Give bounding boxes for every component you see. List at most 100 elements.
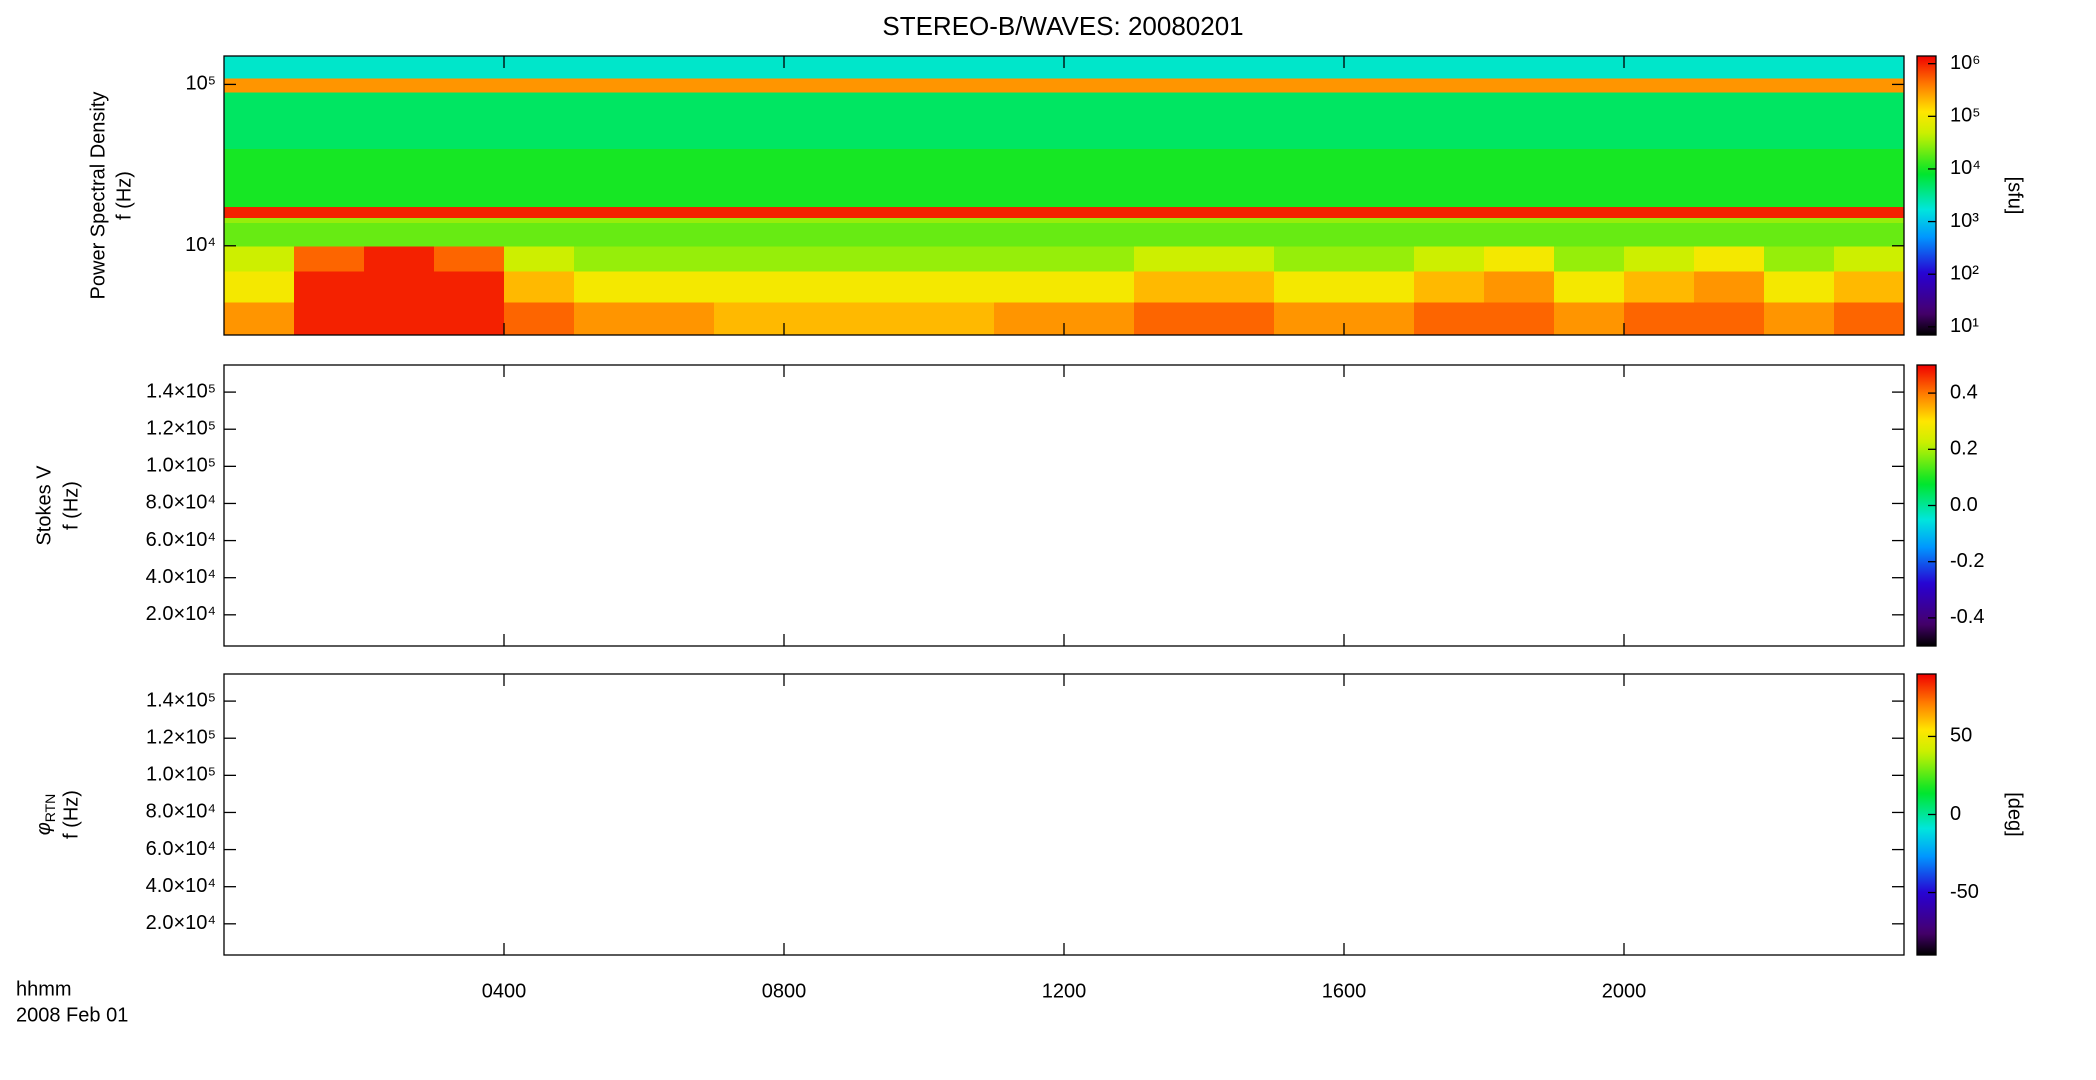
heatmap-cell [224,301,295,336]
heatmap-cell [504,77,575,93]
heatmap-cell [294,217,365,223]
heatmap-cell [1134,222,1205,247]
heatmap-cell [924,148,995,208]
heatmap-cell [364,56,435,79]
heatmap-cell [854,148,925,208]
heatmap-cell [1834,245,1905,272]
heatmap-cell [1414,77,1485,93]
heatmap-cell [714,270,785,303]
heatmap-cell [994,270,1065,303]
heatmap-cell [994,56,1065,79]
heatmap-cell [434,91,505,150]
heatmap-cell [1344,301,1415,336]
date-label: 2008 Feb 01 [16,1004,128,1026]
heatmap-cell [224,217,295,223]
heatmap-cell [784,270,855,303]
heatmap-cell [1344,222,1415,247]
symbol: φ [33,822,55,835]
heatmap-cell [294,206,365,218]
heatmap-cell [224,77,295,93]
heatmap-cell [1624,222,1695,247]
heatmap-cell [644,270,715,303]
heatmap-cell [1064,222,1135,247]
heatmap-cell [644,56,715,79]
heatmap-cell [644,222,715,247]
heatmap-cell [924,56,995,79]
colorbar-tick-label: 0.2 [1950,438,1978,460]
heatmap-cell [434,56,505,79]
heatmap-cell [574,56,645,79]
heatmap-cell [784,217,855,223]
heatmap-cell [1344,91,1415,150]
y-tick-label: 2.0×10⁴ [146,603,216,625]
heatmap-cell [1134,91,1205,150]
heatmap-cell [784,245,855,272]
subscript: RTN [42,794,58,823]
heatmap-cell [1834,270,1905,303]
heatmap-cell [504,301,575,336]
heatmap-cell [644,77,715,93]
heatmap-cell [1134,206,1205,218]
heatmap-cell [1064,56,1135,79]
colorbar-frame [1916,55,1937,336]
heatmap-cell [784,206,855,218]
heatmap-cell [1764,56,1835,79]
heatmap-cell [924,270,995,303]
heatmap-cell [224,222,295,247]
heatmap-cell [1274,77,1345,93]
y-tick-label: 10⁴ [185,234,216,256]
heatmap-cell [924,301,995,336]
heatmap-cell [1274,91,1345,150]
heatmap-cell [1764,77,1835,93]
heatmap-cell [364,245,435,272]
heatmap-cell [714,56,785,79]
heatmap-cell [1764,148,1835,208]
heatmap-cell [854,91,925,150]
heatmap-cell [1764,206,1835,218]
y-axis-label: f (Hz) [60,790,82,839]
y-tick-label: 6.0×10⁴ [146,529,216,551]
heatmap-cell [644,217,715,223]
colorbar-tick-label: 10³ [1950,210,1979,232]
heatmap-cell [294,301,365,336]
heatmap-cell [1274,270,1345,303]
heatmap-cell [504,217,575,223]
x-tick-label: 1200 [1042,980,1087,1002]
y-axis-label: φRTN [33,794,57,836]
heatmap-cell [714,91,785,150]
heatmap-cell [1484,217,1555,223]
heatmap-cell [364,148,435,208]
heatmap-cell [1204,245,1275,272]
heatmap-cell [1344,270,1415,303]
heatmap-cell [1624,148,1695,208]
heatmap-cell [1834,91,1905,150]
heatmap-cell [364,270,435,303]
heatmap-cell [1134,270,1205,303]
heatmap-cell [714,301,785,336]
heatmap-cell [1694,245,1765,272]
heatmap-cell [1554,217,1625,223]
heatmap-cell [1484,91,1555,150]
heatmap-cell [364,91,435,150]
heatmap-cell [784,148,855,208]
heatmap-cell [854,56,925,79]
colorbar-tick-label: 0 [1950,803,1961,825]
heatmap-cell [434,148,505,208]
heatmap-cell [1204,222,1275,247]
heatmap-cell [994,77,1065,93]
heatmap-cell [784,77,855,93]
heatmap-cell [784,301,855,336]
heatmap-cell [1484,222,1555,247]
y-tick-label: 8.0×10⁴ [146,801,216,823]
heatmap-cell [924,222,995,247]
heatmap-cell [1344,77,1415,93]
heatmap-cell [1274,245,1345,272]
heatmap-cell [1414,56,1485,79]
heatmap-cell [1134,217,1205,223]
heatmap-cell [574,148,645,208]
heatmap-cell [644,148,715,208]
heatmap-cell [644,245,715,272]
heatmap-cell [924,91,995,150]
heatmap-cell [1204,217,1275,223]
